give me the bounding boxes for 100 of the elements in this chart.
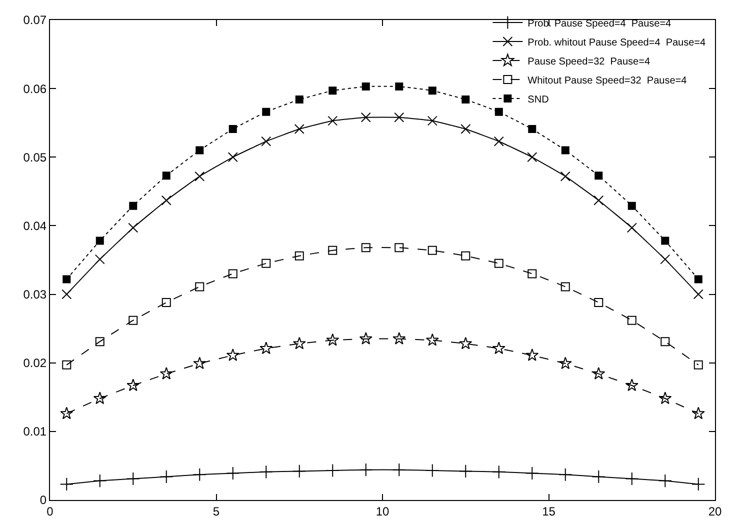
point	[394, 243, 404, 252]
point	[93, 474, 107, 488]
point	[426, 333, 439, 346]
point	[328, 116, 338, 126]
point	[494, 258, 504, 268]
point	[60, 477, 74, 492]
point	[196, 146, 204, 154]
point	[228, 125, 237, 134]
point	[427, 116, 438, 126]
legend-label: Whitout Pause Speed=32 Pause=4	[528, 75, 688, 86]
point	[228, 269, 238, 278]
legend-label: SND	[528, 94, 549, 106]
point	[660, 337, 670, 346]
point	[492, 342, 506, 354]
point	[458, 464, 472, 478]
point	[494, 108, 503, 116]
y-tick-label: 0.04	[23, 218, 47, 233]
point	[694, 360, 703, 370]
point	[658, 392, 672, 404]
point	[527, 152, 538, 162]
point	[460, 124, 471, 134]
point	[628, 202, 636, 210]
y-tick-label: 0.02	[23, 356, 47, 370]
point	[528, 269, 537, 278]
point	[129, 202, 138, 210]
point	[462, 96, 470, 104]
point	[428, 86, 436, 95]
point	[592, 470, 606, 484]
point	[561, 146, 570, 154]
y-tick-label: 0.06	[23, 82, 47, 96]
point	[392, 332, 406, 344]
point	[326, 333, 340, 346]
point	[295, 96, 304, 104]
point	[262, 108, 270, 116]
point	[162, 298, 171, 308]
point	[160, 367, 173, 380]
point	[426, 464, 440, 478]
y-tick-label: 0.03	[23, 287, 47, 302]
point	[428, 246, 437, 255]
point	[627, 316, 636, 325]
point	[96, 236, 104, 245]
point	[192, 468, 206, 482]
y-tick-label: 0.01	[23, 424, 47, 439]
point	[660, 254, 670, 264]
point	[360, 112, 371, 122]
point	[459, 336, 472, 350]
point	[658, 474, 672, 488]
point	[62, 289, 72, 300]
point	[226, 466, 240, 480]
point	[560, 282, 570, 292]
point	[560, 171, 570, 182]
point	[261, 136, 272, 146]
point	[95, 337, 104, 346]
point	[194, 171, 205, 182]
point	[594, 195, 604, 206]
point	[625, 378, 638, 392]
point	[394, 112, 404, 122]
point	[162, 172, 170, 180]
x-tick-label: 5	[212, 504, 220, 518]
point	[594, 172, 603, 180]
point	[392, 463, 406, 477]
point	[359, 463, 373, 477]
point	[328, 86, 337, 95]
point	[692, 477, 706, 492]
point	[328, 246, 338, 255]
point	[528, 125, 536, 134]
point	[292, 336, 306, 350]
point	[395, 82, 404, 91]
point	[626, 222, 637, 233]
point	[292, 464, 306, 478]
point	[62, 275, 71, 284]
point	[692, 406, 705, 420]
point	[294, 124, 304, 134]
point	[294, 251, 304, 260]
point	[359, 332, 372, 344]
point	[126, 378, 140, 392]
point	[93, 392, 106, 404]
x-tick-label: 20	[708, 504, 722, 518]
point	[262, 258, 271, 268]
point	[128, 316, 138, 325]
point	[492, 465, 506, 479]
point	[160, 470, 174, 484]
legend-label: Prob. whitout Pause Speed=4 Pause=4	[528, 37, 706, 48]
point	[361, 243, 370, 252]
point	[128, 222, 138, 233]
point	[259, 465, 273, 479]
x-tick-label: 10	[376, 504, 390, 518]
point	[94, 254, 105, 264]
point	[625, 472, 639, 486]
point	[226, 348, 240, 361]
point	[661, 236, 670, 245]
point	[126, 472, 140, 486]
point	[494, 136, 504, 146]
x-tick-label: 15	[542, 504, 556, 518]
point	[592, 367, 606, 380]
point	[62, 360, 72, 370]
point	[195, 282, 204, 292]
point	[558, 468, 572, 482]
point	[526, 348, 539, 361]
point	[525, 466, 539, 480]
